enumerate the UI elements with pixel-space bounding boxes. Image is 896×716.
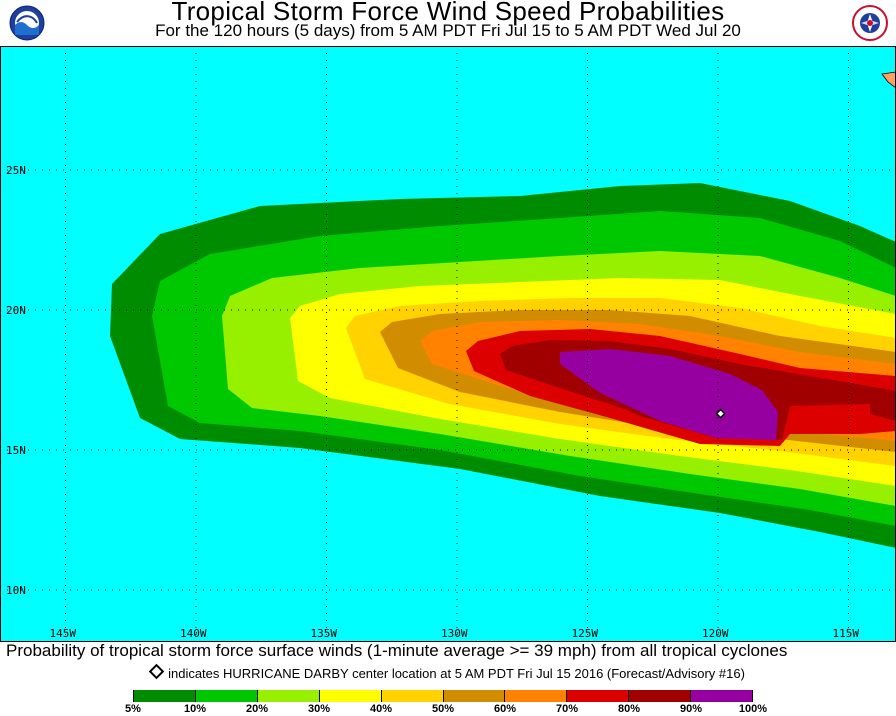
storm-center-marker <box>715 408 726 419</box>
lat-tick-label: 20N <box>6 304 26 317</box>
legend-label: 5% <box>125 703 141 715</box>
lon-tick-label: 135W <box>311 627 338 640</box>
lat-tick-label: 10N <box>6 584 26 597</box>
lon-tick-label: 115W <box>833 627 860 640</box>
lon-tick-label: 130W <box>441 627 468 640</box>
legend-swatch <box>443 690 506 702</box>
legend-swatch <box>505 690 568 702</box>
diamond-marker-icon <box>148 663 165 680</box>
legend-label: 100% <box>738 703 768 715</box>
legend-swatch <box>133 690 196 702</box>
legend-swatch <box>319 690 382 702</box>
land-mexico <box>881 71 896 89</box>
legend-label: 90% <box>679 703 703 715</box>
legend-swatch <box>257 690 320 702</box>
axis-labels: 25N 20N 15N 10N 145W 140W 135W 130W 125W 120W 115W <box>6 164 859 640</box>
noaa-logo <box>9 5 45 41</box>
legend-label: 10% <box>183 703 207 715</box>
lon-tick-label: 120W <box>702 627 729 640</box>
lon-tick-label: 125W <box>572 627 599 640</box>
legend-swatch <box>381 690 444 702</box>
legend-swatch <box>567 690 630 702</box>
map-caption: Probability of tropical storm force surf… <box>6 641 788 660</box>
nws-logo <box>852 5 888 41</box>
probability-contours <box>110 183 896 548</box>
storm-diamond-icon <box>715 408 726 419</box>
probability-map: 25N 20N 15N 10N 145W 140W 135W 130W 125W 120W 115W <box>0 46 896 642</box>
legend-label: 80% <box>617 703 641 715</box>
graticule <box>0 46 896 642</box>
contour-100pct <box>560 349 778 440</box>
lon-tick-label: 145W <box>50 627 77 640</box>
legend-label: 40% <box>369 703 393 715</box>
lat-tick-label: 15N <box>6 444 26 457</box>
legend-label: 50% <box>431 703 455 715</box>
legend-swatch <box>691 690 754 702</box>
header: Tropical Storm Force Wind Speed Probabil… <box>0 0 896 46</box>
lon-tick-label: 140W <box>180 627 207 640</box>
lat-tick-label: 25N <box>6 164 26 177</box>
page-title: Tropical Storm Force Wind Speed Probabil… <box>171 0 725 26</box>
legend-swatch <box>629 690 692 702</box>
marker-note-text: indicates HURRICANE DARBY center locatio… <box>168 666 745 681</box>
probability-legend <box>133 690 754 702</box>
legend-swatch <box>195 690 258 702</box>
legend-labels: 5% 10% 20% 30% 40% 50% 60% 70% 80% 90% 100% <box>0 703 896 716</box>
marker-note-row: indicates HURRICANE DARBY center locatio… <box>0 663 896 681</box>
legend-label: 30% <box>307 703 331 715</box>
legend-label: 60% <box>493 703 517 715</box>
legend-label: 20% <box>245 703 269 715</box>
page-subtitle: For the 120 hours (5 days) from 5 AM PDT… <box>155 21 741 40</box>
legend-label: 70% <box>555 703 579 715</box>
